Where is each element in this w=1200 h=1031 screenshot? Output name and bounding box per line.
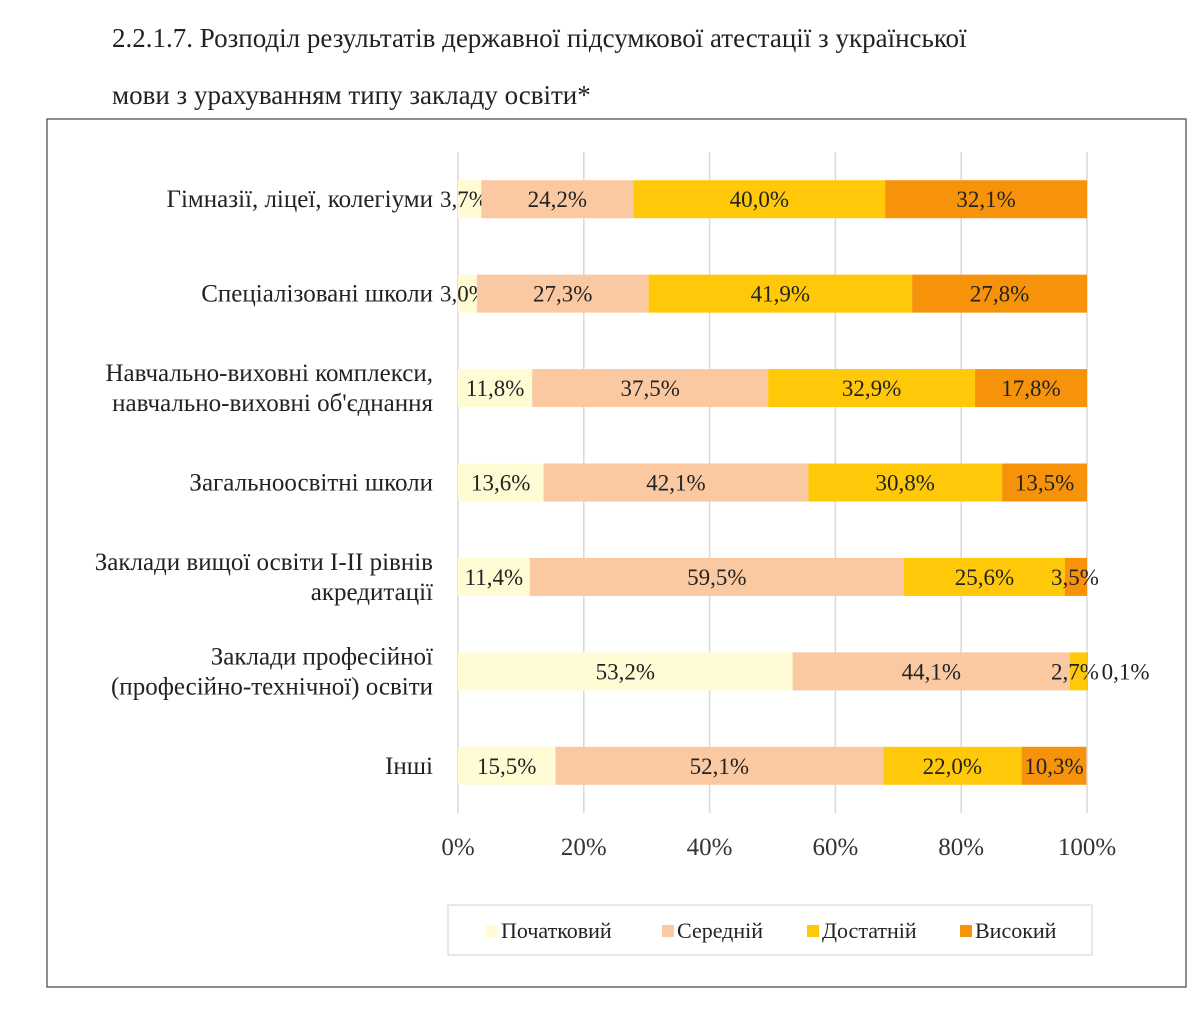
data-label: 3,5% — [1051, 565, 1099, 590]
bar-segment — [481, 180, 634, 219]
grid — [457, 152, 1088, 813]
data-label: 10,3% — [1024, 754, 1083, 779]
legend-swatch — [486, 925, 498, 937]
data-label: 22,0% — [923, 754, 982, 779]
title-line-1: 2.2.1.7. Розподіл результатів державної … — [112, 23, 967, 53]
title-line-2: мови з урахуванням типу закладу освіти* — [112, 80, 591, 110]
category-label: навчально-виховні об'єднання — [112, 390, 433, 417]
category-label: Спеціалізовані школи — [201, 281, 433, 308]
bar-segment — [529, 557, 904, 596]
data-label: 27,8% — [970, 282, 1029, 307]
data-label: 32,9% — [842, 376, 901, 401]
bar-segment — [768, 369, 976, 408]
bar-segment — [912, 274, 1087, 313]
legend-swatch — [662, 925, 674, 937]
legend-label: Достатній — [822, 918, 917, 943]
page-title: 2.2.1.7. Розподіл результатів державної … — [112, 10, 1192, 124]
legend-label: Початковий — [501, 918, 612, 943]
data-label: 11,4% — [465, 565, 524, 590]
bar-segment — [808, 463, 1003, 502]
data-label: 30,8% — [876, 471, 935, 496]
data-label: 15,5% — [477, 754, 536, 779]
data-label: 13,6% — [471, 471, 530, 496]
bar-segment — [1087, 652, 1088, 691]
bar-segment — [903, 557, 1065, 596]
bar-segment — [792, 652, 1071, 691]
bar-segment — [1002, 463, 1087, 502]
bar-segment — [458, 746, 556, 785]
legend: Початковий Середній Достатній Високий — [447, 904, 1093, 956]
bar-segment — [1070, 652, 1087, 691]
data-label: 27,3% — [533, 282, 592, 307]
category-label: Гімназії, ліцеї, колегіуми — [167, 186, 434, 213]
data-label: 44,1% — [902, 659, 961, 684]
bar-segment — [885, 180, 1087, 219]
x-tick-label: 80% — [938, 834, 984, 861]
category-label: Заклади професійної — [211, 643, 433, 670]
x-tick-label: 20% — [561, 834, 607, 861]
data-label: 42,1% — [646, 471, 705, 496]
bars: 3,7% 24,2% 40,0% 32,1%3,0% 27,3% 41,9% 27,8%11… — [440, 180, 1150, 785]
data-label: 53,2% — [596, 659, 655, 684]
category-label: Заклади вищої освіти I-II рівнів — [95, 549, 433, 576]
category-label: (професійно-технічної) освіти — [111, 673, 433, 700]
data-label: 17,8% — [1001, 376, 1060, 401]
bar-segment — [458, 274, 477, 313]
data-label: 52,1% — [690, 754, 749, 779]
x-tick-label: 40% — [687, 834, 733, 861]
bar-segment — [1021, 746, 1087, 785]
bar-segment — [458, 463, 544, 502]
bar-segment — [648, 274, 913, 313]
bar-segment — [458, 180, 482, 219]
data-label: 59,5% — [687, 565, 746, 590]
data-label: 41,9% — [751, 282, 810, 307]
legend-swatch — [960, 925, 972, 937]
data-label: 25,6% — [955, 565, 1014, 590]
category-labels: Гімназії, ліцеї, колегіуми Спеціалізовані… — [95, 186, 434, 780]
bar-segment — [543, 463, 809, 502]
data-label: 2,7% — [1051, 659, 1099, 684]
category-label: Загальноосвітні школи — [189, 470, 433, 497]
bar-segment — [458, 557, 530, 596]
bar-segment — [532, 369, 769, 408]
data-label: 37,5% — [620, 376, 679, 401]
bar-segment — [975, 369, 1087, 408]
bar-segment — [1064, 557, 1087, 596]
bar-segment — [458, 369, 533, 408]
data-label: 32,1% — [956, 187, 1015, 212]
data-label: 40,0% — [730, 187, 789, 212]
data-label: 0,1% — [1102, 659, 1150, 684]
data-label: 24,2% — [528, 187, 587, 212]
legend-label: Високий — [975, 918, 1057, 943]
bar-segment — [476, 274, 649, 313]
legend-swatch — [807, 925, 819, 937]
category-label: Навчально-виховні комплекси, — [105, 360, 433, 387]
legend-box — [447, 904, 1093, 956]
x-tick-label: 60% — [812, 834, 858, 861]
bar-segment — [883, 746, 1022, 785]
category-label: Інші — [385, 753, 433, 780]
x-tick-label: 100% — [1058, 834, 1116, 861]
data-label: 3,7% — [440, 187, 488, 212]
bar-segment — [555, 746, 884, 785]
bar-segment — [458, 652, 793, 691]
x-tick-labels: 0% 20% 40% 60% 80% 100% — [441, 834, 1116, 861]
legend-label: Середній — [677, 918, 763, 943]
data-label: 11,8% — [466, 376, 525, 401]
bar-segment — [633, 180, 886, 219]
data-label: 13,5% — [1015, 471, 1074, 496]
chart-frame — [46, 118, 1187, 988]
x-tick-label: 0% — [441, 834, 474, 861]
category-label: акредитації — [311, 579, 433, 606]
